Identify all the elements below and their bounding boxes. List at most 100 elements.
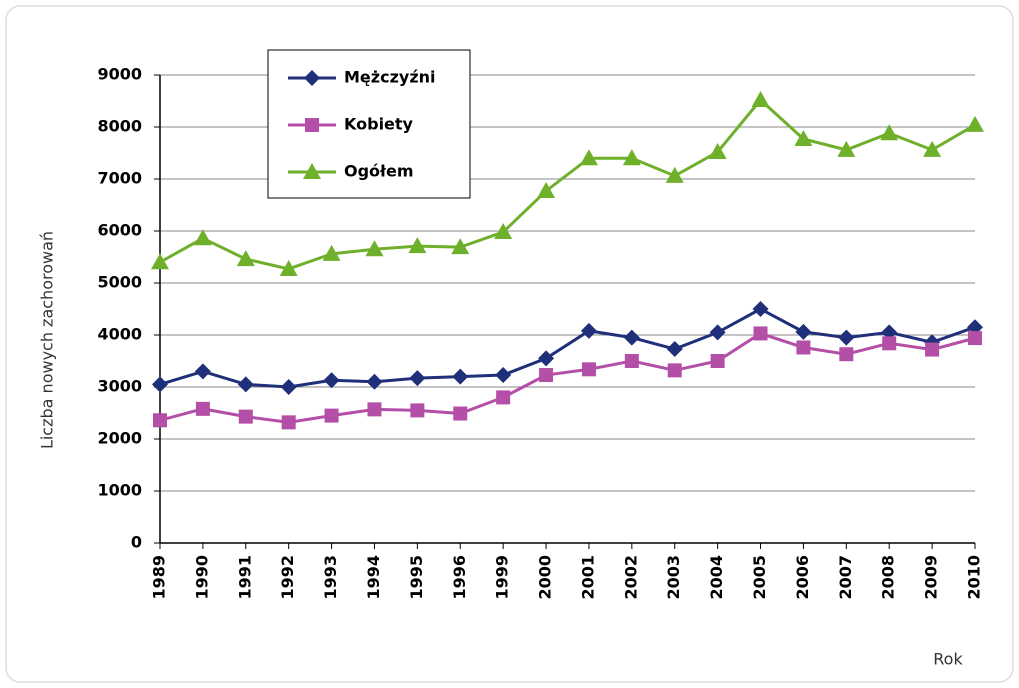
x-tick-label: 1993: [321, 555, 340, 600]
y-tick-label: 8000: [97, 117, 142, 136]
frame: [5, 5, 1014, 683]
marker: [538, 350, 555, 367]
marker: [709, 324, 726, 341]
x-tick-label: 1999: [493, 555, 512, 600]
y-tick-label: 3000: [97, 377, 142, 396]
marker: [539, 368, 554, 383]
marker: [195, 401, 210, 416]
x-tick-label: 2004: [707, 555, 726, 600]
marker: [324, 408, 339, 423]
marker: [622, 149, 641, 166]
marker: [752, 301, 769, 317]
marker: [925, 342, 940, 357]
marker: [305, 118, 319, 132]
marker: [665, 166, 684, 183]
marker: [238, 409, 253, 424]
y-tick-label: 1000: [97, 481, 142, 500]
x-tick-label: 2010: [965, 555, 984, 600]
x-tick-label: 2002: [621, 555, 640, 600]
marker: [494, 223, 513, 240]
marker: [237, 376, 254, 393]
x-tick-label: 1995: [407, 555, 426, 600]
marker: [710, 354, 725, 368]
y-tick-label: 9000: [97, 65, 142, 84]
y-tick-label: 0: [131, 533, 142, 552]
x-tick-label: 2005: [750, 555, 769, 600]
y-tick-label: 6000: [97, 221, 142, 240]
marker: [753, 326, 768, 341]
series-line: [159, 331, 976, 424]
marker: [839, 347, 854, 362]
marker: [281, 415, 296, 430]
marker: [365, 240, 384, 257]
marker: [966, 115, 984, 132]
marker: [796, 340, 811, 355]
series-line: [159, 97, 976, 271]
marker: [666, 341, 683, 358]
x-tick-label: 2006: [793, 555, 812, 600]
x-tick-label: 1991: [235, 555, 254, 600]
marker: [367, 402, 382, 417]
legend-label: Mężczyźni: [344, 68, 436, 87]
series-line: [159, 307, 976, 389]
y-tick-label: 7000: [97, 169, 142, 188]
marker: [579, 149, 598, 166]
marker: [194, 363, 211, 380]
marker: [304, 70, 320, 86]
x-tick-label: 1990: [192, 555, 211, 600]
marker: [366, 373, 383, 390]
marker: [667, 363, 682, 378]
marker: [880, 124, 899, 141]
x-tick-label: 1992: [278, 555, 297, 600]
marker: [837, 140, 856, 157]
marker: [495, 367, 512, 384]
marker: [795, 323, 812, 340]
marker: [322, 244, 341, 261]
x-tick-label: 2008: [879, 555, 898, 600]
marker: [303, 163, 321, 179]
x-tick-label: 2007: [836, 555, 855, 600]
marker: [580, 322, 597, 339]
marker: [496, 390, 511, 405]
marker: [708, 142, 727, 159]
marker: [151, 253, 169, 270]
marker: [452, 368, 469, 385]
y-tick-label: 2000: [97, 429, 142, 448]
legend-label: Ogółem: [344, 162, 414, 181]
marker: [323, 372, 340, 389]
marker: [410, 403, 425, 418]
x-tick-label: 2003: [664, 555, 683, 600]
y-tick-label: 5000: [97, 273, 142, 292]
legend-label: Kobiety: [344, 115, 414, 134]
marker: [537, 181, 556, 198]
marker: [153, 413, 167, 428]
y-axis-label: Liczba nowych zachorowań: [38, 231, 57, 449]
marker: [623, 329, 640, 346]
marker: [794, 129, 813, 146]
marker: [279, 259, 298, 276]
marker: [193, 229, 212, 246]
x-tick-label: 2001: [578, 555, 597, 600]
marker: [624, 354, 639, 368]
x-tick-label: 1996: [450, 555, 469, 600]
marker: [581, 362, 596, 377]
marker: [882, 336, 897, 351]
x-axis-label: Rok: [933, 650, 963, 669]
marker: [236, 250, 255, 267]
marker: [968, 331, 982, 346]
marker: [923, 140, 942, 157]
marker: [453, 406, 468, 421]
marker: [280, 379, 297, 395]
x-tick-label: 1989: [150, 555, 169, 600]
y-tick-label: 4000: [97, 325, 142, 344]
marker: [152, 376, 168, 393]
marker: [751, 90, 770, 107]
marker: [451, 238, 470, 255]
x-tick-label: 2000: [536, 555, 555, 600]
marker: [409, 370, 426, 387]
marker: [408, 237, 427, 254]
x-tick-label: 1994: [364, 555, 383, 600]
x-tick-label: 2009: [922, 555, 941, 600]
marker: [838, 329, 855, 346]
